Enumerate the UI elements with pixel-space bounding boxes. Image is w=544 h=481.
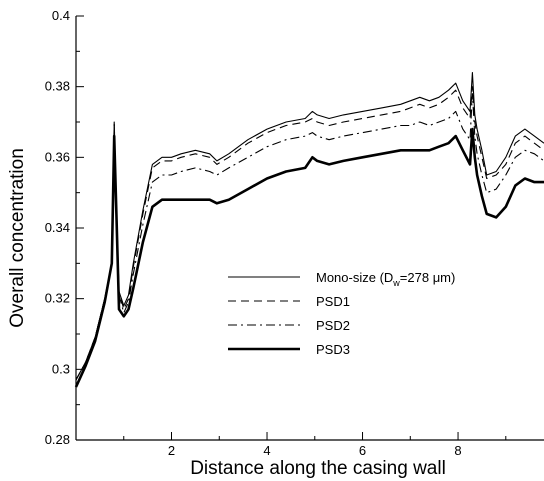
legend-label-2: PSD1 [316, 294, 350, 309]
y-tick-label: 0.34 [45, 220, 70, 235]
legend-label-1: Mono-size (Dw=278 μm) [316, 270, 455, 288]
legend-label-main: Mono-size (D [316, 270, 393, 285]
y-axis-title: Overall concentration [7, 148, 28, 328]
series-line-4 [74, 127, 544, 388]
series-line-2 [75, 86, 544, 381]
x-tick-label: 8 [454, 443, 461, 458]
series-layer [74, 71, 544, 388]
legend-label-main: PSD1 [316, 294, 350, 309]
legend: Mono-size (Dw=278 μm) PSD1 PSD2 PSD3 [228, 270, 455, 357]
legend-label-main: PSD2 [316, 318, 350, 333]
legend-label-subscript: w [392, 278, 400, 288]
axis-ticks [76, 15, 507, 441]
y-tick-labels: 0.28 0.3 0.32 0.34 0.36 0.38 0.4 [45, 8, 70, 447]
series-line-3 [75, 93, 544, 381]
y-tick-label: 0.32 [45, 291, 70, 306]
legend-label-4: PSD3 [316, 342, 350, 357]
legend-label-3: PSD2 [316, 318, 350, 333]
x-tick-label: 2 [168, 443, 175, 458]
y-tick-label: 0.3 [52, 361, 70, 376]
y-tick-label: 0.36 [45, 149, 70, 164]
series-line-1 [75, 71, 544, 381]
x-tick-label: 6 [359, 443, 366, 458]
y-tick-label: 0.38 [45, 79, 70, 94]
legend-label-rest: =278 μm) [400, 270, 456, 285]
x-axis-title: Distance along the casing wall [190, 458, 446, 479]
legend-label-main: PSD3 [316, 342, 350, 357]
y-tick-label: 0.28 [45, 432, 70, 447]
x-tick-labels: 2 4 6 8 [168, 443, 462, 458]
y-tick-label: 0.4 [52, 8, 70, 23]
x-tick-label: 4 [263, 443, 270, 458]
